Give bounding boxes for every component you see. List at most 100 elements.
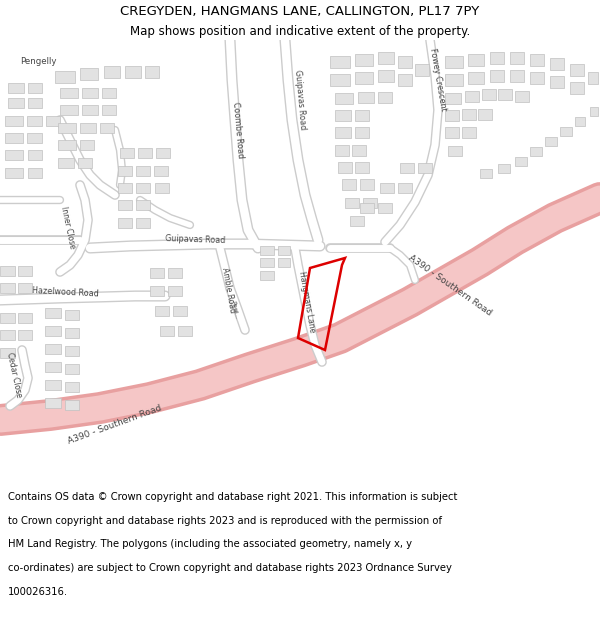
Bar xyxy=(100,123,114,133)
Bar xyxy=(498,89,512,100)
Bar xyxy=(465,91,479,102)
Text: Amble Road: Amble Road xyxy=(220,267,236,313)
Bar xyxy=(360,203,374,213)
Bar xyxy=(445,74,463,86)
Text: Guipavas Road: Guipavas Road xyxy=(293,69,307,131)
Bar xyxy=(550,58,564,70)
Bar xyxy=(330,74,350,86)
Bar xyxy=(118,218,132,228)
Bar xyxy=(378,92,392,103)
Bar xyxy=(575,117,585,126)
Bar xyxy=(380,183,394,193)
Bar xyxy=(5,116,23,126)
Bar xyxy=(60,88,78,98)
Bar xyxy=(400,163,414,173)
Bar xyxy=(345,198,359,208)
Bar xyxy=(102,105,116,115)
Bar xyxy=(27,133,42,143)
Text: 100026316.: 100026316. xyxy=(8,588,68,598)
Bar xyxy=(590,107,598,116)
Bar xyxy=(120,148,134,158)
Bar xyxy=(155,306,169,316)
Bar xyxy=(150,286,164,296)
Bar xyxy=(378,203,392,213)
Bar xyxy=(462,127,476,138)
Bar xyxy=(545,137,557,146)
Bar xyxy=(335,127,351,138)
Bar xyxy=(468,72,484,84)
Bar xyxy=(5,133,23,143)
Bar xyxy=(260,271,274,280)
Bar xyxy=(498,164,510,173)
Bar xyxy=(150,268,164,278)
Bar xyxy=(350,216,364,226)
Bar xyxy=(360,179,374,190)
Text: Cedar Close: Cedar Close xyxy=(5,352,23,398)
Bar xyxy=(0,348,15,358)
Bar xyxy=(78,158,92,168)
Bar xyxy=(118,200,132,210)
Bar xyxy=(65,400,79,410)
Bar xyxy=(0,330,15,340)
Bar xyxy=(335,145,349,156)
Bar xyxy=(80,68,98,80)
Bar xyxy=(45,380,61,390)
Bar xyxy=(530,147,542,156)
Bar xyxy=(118,166,132,176)
Text: co-ordinates) are subject to Crown copyright and database rights 2023 Ordnance S: co-ordinates) are subject to Crown copyr… xyxy=(8,563,452,573)
Bar xyxy=(58,158,74,168)
Bar xyxy=(355,127,369,138)
Bar xyxy=(178,326,192,336)
Bar xyxy=(45,362,61,372)
Bar xyxy=(462,109,476,120)
Bar xyxy=(18,330,32,340)
Bar xyxy=(515,91,529,102)
Bar xyxy=(45,344,61,354)
Bar xyxy=(530,54,544,66)
Bar xyxy=(65,346,79,356)
Bar xyxy=(378,70,394,82)
Bar xyxy=(28,168,42,178)
Bar xyxy=(8,98,24,108)
Bar xyxy=(136,218,150,228)
Text: Hazelwood Road: Hazelwood Road xyxy=(31,286,98,298)
Bar xyxy=(490,70,504,82)
Bar xyxy=(45,398,61,408)
Bar xyxy=(58,123,76,133)
Bar xyxy=(18,266,32,276)
Bar xyxy=(418,163,432,173)
Text: Fowey Crescent: Fowey Crescent xyxy=(428,48,448,112)
Bar xyxy=(342,179,356,190)
Bar xyxy=(530,72,544,84)
Bar xyxy=(260,246,274,255)
Bar xyxy=(155,183,169,193)
Text: Contains OS data © Crown copyright and database right 2021. This information is : Contains OS data © Crown copyright and d… xyxy=(8,492,457,502)
Bar xyxy=(28,83,42,93)
Bar xyxy=(168,286,182,296)
Bar xyxy=(27,116,42,126)
Bar xyxy=(0,266,15,276)
Bar xyxy=(398,74,412,86)
Bar xyxy=(355,72,373,84)
Bar xyxy=(160,326,174,336)
Text: A390 - Southern Road: A390 - Southern Road xyxy=(407,253,493,317)
Bar xyxy=(358,92,374,103)
Bar xyxy=(104,66,120,78)
Bar xyxy=(355,110,369,121)
Text: Inner Close: Inner Close xyxy=(59,206,77,250)
Bar xyxy=(0,283,15,293)
Bar xyxy=(355,54,373,66)
Bar xyxy=(415,64,429,76)
Bar xyxy=(335,93,353,104)
Bar xyxy=(154,166,168,176)
Bar xyxy=(82,88,98,98)
Bar xyxy=(0,313,15,323)
Text: Hangmans Lane: Hangmans Lane xyxy=(297,271,317,333)
Bar xyxy=(80,140,94,150)
Bar xyxy=(136,200,150,210)
Bar xyxy=(363,198,377,208)
Bar xyxy=(80,123,96,133)
Bar xyxy=(18,283,32,293)
Bar xyxy=(82,105,98,115)
Bar xyxy=(570,82,584,94)
